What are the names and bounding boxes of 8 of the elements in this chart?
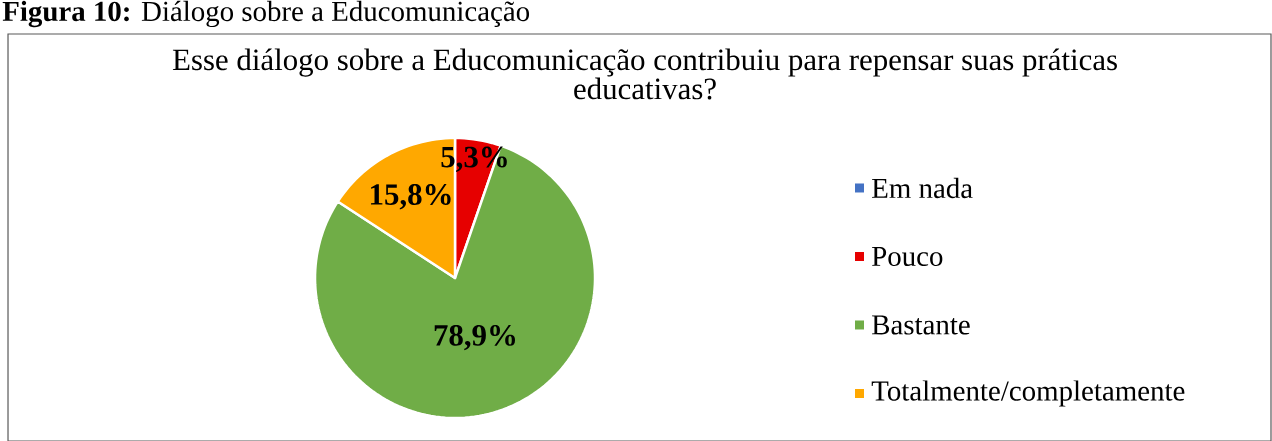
legend-label: Pouco [872,246,943,267]
chart-title: Esse diálogo sobre a Educomunicação contribuiu para repensar suas práticas educativas? [172,48,1117,100]
data-label: 78,9% [434,324,516,351]
legend-label: Em nada [872,177,973,199]
legend-label: Bastante [872,315,970,335]
data-label: 15,8% [371,184,451,210]
text: Figura 10: Diálogo sobre a Educomunicação [2,0,530,28]
legend-label: Totalmente/completamente [871,380,1185,407]
